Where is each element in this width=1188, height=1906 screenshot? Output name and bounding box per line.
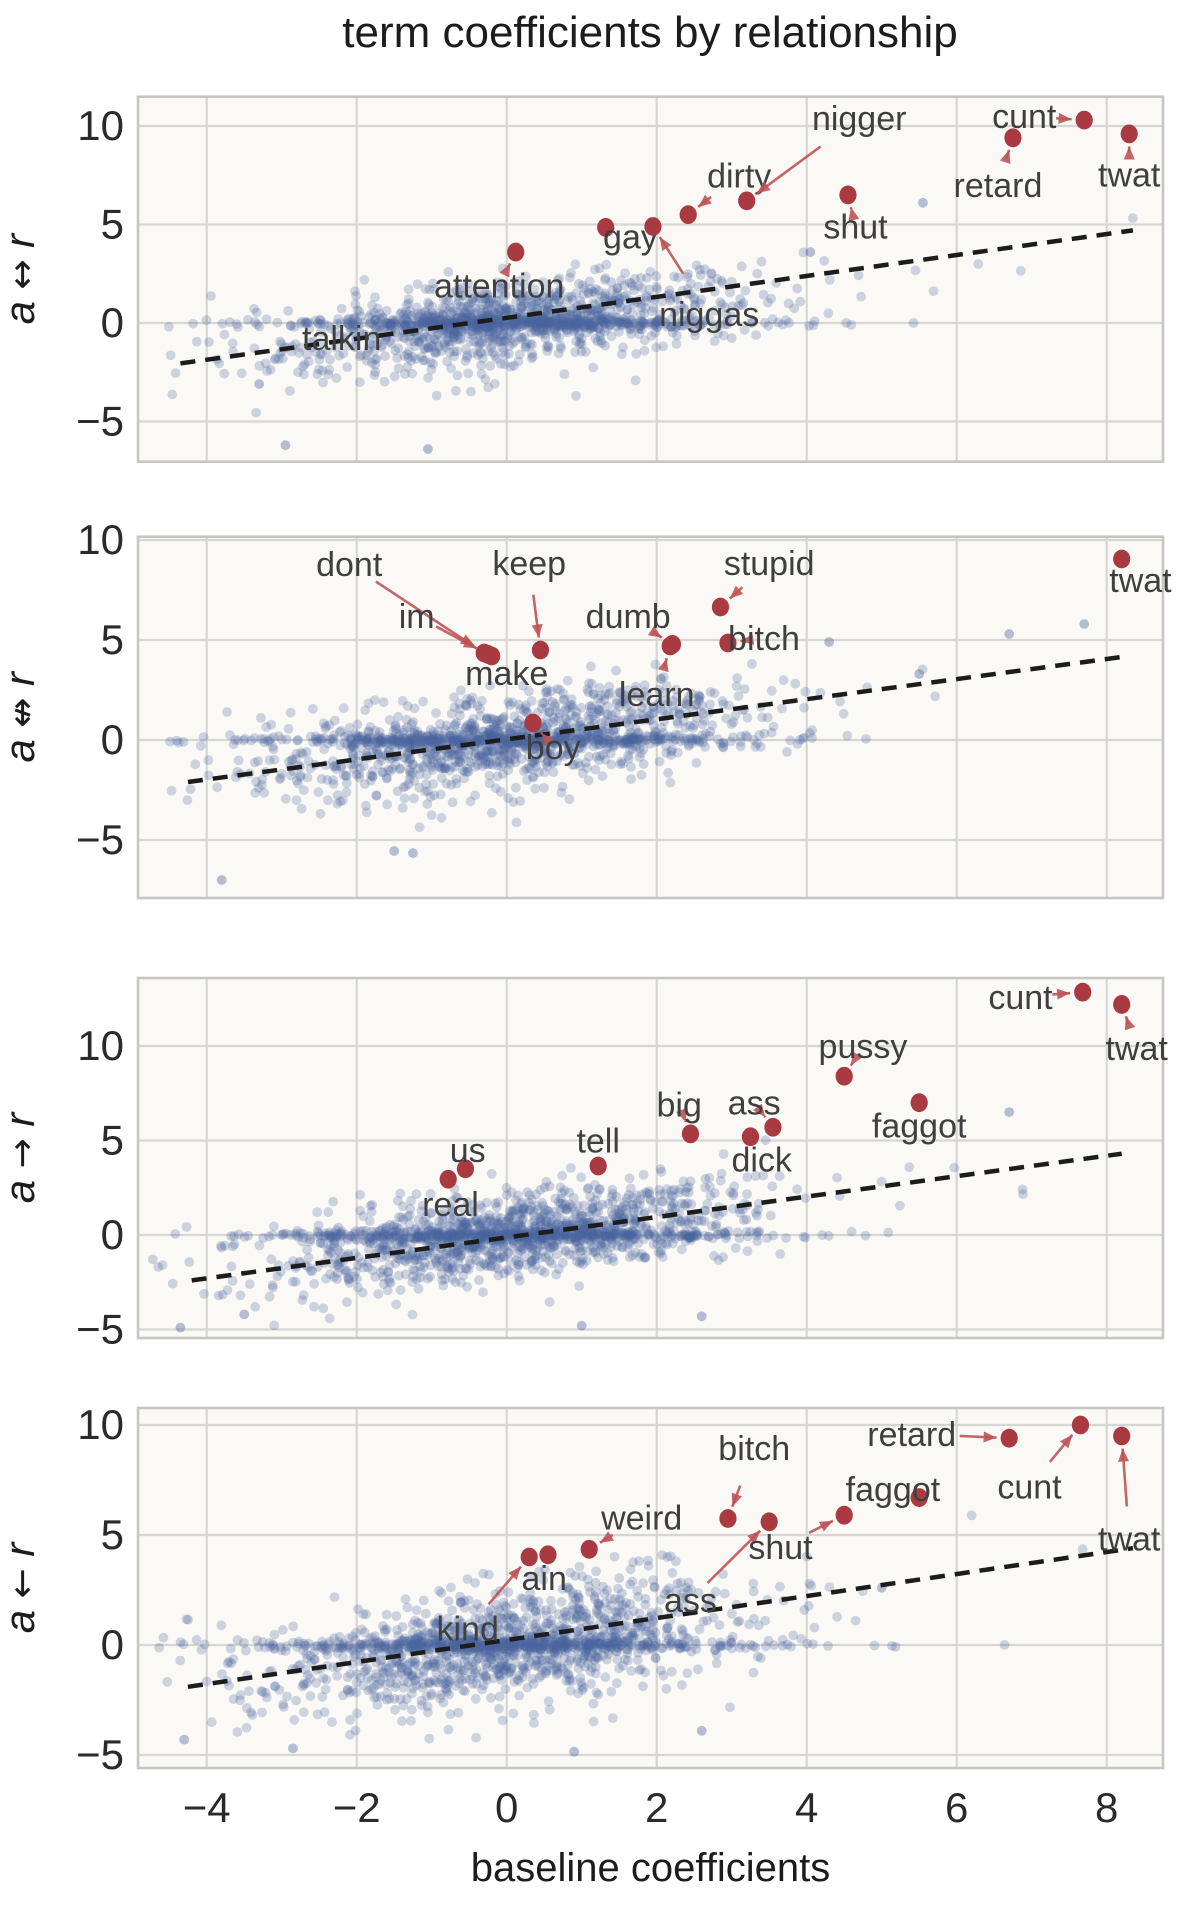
y-tick-label: 0: [101, 1211, 124, 1258]
y-tick-label: −5: [76, 816, 124, 863]
y-axis-label: a → r: [0, 1111, 43, 1203]
y-tick-label: 5: [101, 1511, 124, 1558]
term-annotation: nigger: [812, 100, 907, 138]
term-annotation: retard: [867, 1416, 956, 1454]
y-tick-label: 10: [77, 1401, 124, 1448]
term-annotation: pussy: [819, 1028, 908, 1066]
term-annotation: real: [422, 1186, 479, 1224]
term-annotation: shut: [748, 1529, 813, 1567]
y-tick-label: 0: [101, 299, 124, 346]
chart-title: term coefficients by relationship: [342, 8, 958, 57]
y-axis-label: a ← r: [0, 1541, 43, 1633]
y-tick-label: −5: [76, 1306, 124, 1353]
term-annotation: ass: [728, 1085, 781, 1123]
x-tick-label: 2: [645, 1784, 668, 1831]
term-annotation: weird: [600, 1499, 682, 1537]
term-annotation: make: [465, 655, 548, 693]
term-annotation: keep: [492, 545, 566, 583]
term-annotation: bitch: [728, 620, 800, 658]
y-tick-label: 10: [77, 516, 124, 563]
scatter-cloud: [165, 619, 1090, 885]
y-tick-label: 0: [101, 716, 124, 763]
term-annotation: twat: [1098, 1520, 1161, 1558]
term-annotation: dont: [316, 546, 383, 584]
term-annotation: learn: [619, 676, 695, 714]
y-tick-label: 5: [101, 1117, 124, 1164]
term-annotation: twat: [1106, 1030, 1169, 1068]
term-annotation: im: [399, 598, 435, 636]
term-annotation: retard: [954, 167, 1043, 205]
term-annotation: dumb: [586, 598, 671, 636]
term-annotation: tell: [576, 1123, 619, 1161]
y-tick-label: 5: [101, 616, 124, 663]
scatter-cloud: [154, 1510, 1088, 1757]
y-tick-label: 0: [101, 1621, 124, 1668]
term-annotation: faggot: [872, 1107, 967, 1145]
x-tick-label: −2: [333, 1784, 381, 1831]
term-annotation: cunt: [992, 98, 1057, 136]
annotations: talkinattentiongayniggasdirtyniggershutr…: [302, 98, 1161, 358]
term-annotation: us: [450, 1132, 486, 1170]
term-annotation: boy: [526, 729, 581, 767]
x-tick-label: 8: [1095, 1784, 1118, 1831]
term-annotation: niggas: [659, 296, 759, 334]
term-annotation: cunt: [988, 979, 1053, 1017]
term-annotation: faggot: [846, 1471, 941, 1509]
term-annotation: bitch: [718, 1430, 790, 1468]
y-tick-label: 10: [77, 1022, 124, 1069]
term-annotation: twat: [1109, 562, 1172, 600]
scatter-cloud: [147, 1107, 1028, 1333]
term-annotation: big: [657, 1087, 702, 1125]
term-annotation: shut: [823, 208, 888, 246]
x-tick-label: −4: [183, 1784, 231, 1831]
x-axis-label: baseline coefficients: [470, 1846, 831, 1890]
term-annotation: talkin: [302, 320, 381, 358]
scatter-cloud: [164, 197, 1138, 454]
x-tick-label: 4: [795, 1784, 818, 1831]
term-annotation: attention: [434, 268, 564, 306]
y-tick-label: −5: [76, 1731, 124, 1778]
y-tick-label: 5: [101, 201, 124, 248]
x-tick-label: 0: [495, 1784, 518, 1831]
term-annotation: dick: [731, 1141, 792, 1179]
y-axis-label: a ↔ r: [0, 232, 43, 324]
term-annotation: kind: [437, 1611, 499, 1649]
term-annotation: cunt: [997, 1469, 1062, 1507]
term-annotation: ass: [664, 1582, 717, 1620]
y-tick-label: 10: [77, 102, 124, 149]
y-tick-label: −5: [76, 398, 124, 445]
term-annotation: ain: [522, 1560, 567, 1598]
y-axis-label: a ↮ r: [0, 670, 43, 762]
x-tick-label: 6: [945, 1784, 968, 1831]
term-annotation: stupid: [724, 545, 815, 583]
panel-1: talkinattentiongayniggasdirtyniggershutr…: [0, 95, 1165, 463]
term-annotation: twat: [1098, 156, 1161, 194]
